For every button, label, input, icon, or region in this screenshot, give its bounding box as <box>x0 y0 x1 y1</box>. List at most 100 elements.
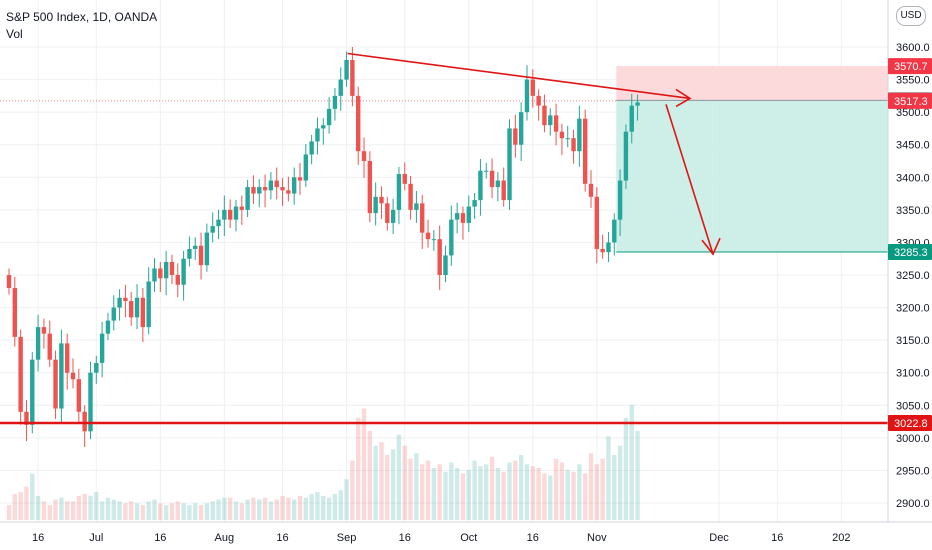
candle-body <box>443 255 448 275</box>
volume-bar <box>105 497 111 520</box>
candle-body <box>187 248 192 259</box>
volume-bar <box>262 497 268 520</box>
price-axis[interactable]: 2900.0 2950.0 3000.0 3050.0 3100.0 3150.0 3200… <box>887 0 930 522</box>
volume-bar <box>582 473 588 520</box>
volume-bar <box>361 408 367 520</box>
time-tick-label: Dec <box>709 532 729 544</box>
volume-bar <box>309 494 314 520</box>
volume-bar <box>140 505 146 520</box>
candle-body <box>239 206 244 210</box>
candle-body <box>53 359 58 409</box>
price-tick-label: 3250.0 <box>896 270 930 282</box>
candle-body <box>635 102 640 106</box>
candle-body <box>600 248 605 253</box>
candle-body <box>70 372 76 380</box>
volume-bar <box>542 473 547 520</box>
candle-body <box>507 128 512 201</box>
volume-bar <box>303 497 309 520</box>
candle-body <box>484 170 489 172</box>
volume-bar <box>501 471 506 520</box>
candle-body <box>163 261 169 279</box>
candle-body <box>361 151 367 161</box>
volume-bar <box>274 499 279 520</box>
candle-body <box>152 268 157 282</box>
time-tick-label: 202 <box>832 532 850 544</box>
candle-body <box>466 206 471 223</box>
candle-body <box>123 297 128 302</box>
candle-body <box>612 219 617 243</box>
candle-body <box>617 180 623 220</box>
candle-body <box>594 196 600 249</box>
candle-body <box>76 379 82 412</box>
volume-bar <box>245 499 250 520</box>
price-tick-label: 3600.0 <box>896 42 930 54</box>
candle-body <box>140 297 146 328</box>
volume-bar <box>431 468 437 520</box>
candle-body <box>169 261 175 275</box>
price-tick-label: 3000.0 <box>896 433 930 445</box>
candle-body <box>460 213 466 223</box>
candle-body <box>338 79 343 96</box>
volume-bar <box>35 495 41 520</box>
candle-body <box>210 226 215 233</box>
volume-bar <box>30 473 35 520</box>
time-axis[interactable]: 16 Jul 16 Aug 16 Sep 16 Oct 16 Nov Dec 16 202 <box>0 521 932 544</box>
time-tick-label: Aug <box>215 532 235 544</box>
price-tick-label: 3550.0 <box>896 75 930 87</box>
target-arrowhead <box>701 237 721 256</box>
candle-body <box>245 187 250 210</box>
stop-zone <box>616 66 888 101</box>
volume-bar <box>65 501 70 520</box>
price-tick-label: 3400.0 <box>896 172 930 184</box>
volume-bar <box>76 495 82 520</box>
currency-button[interactable]: USD <box>896 6 926 26</box>
candle-body <box>262 187 268 191</box>
candle-body <box>274 180 279 188</box>
volume-bar <box>326 497 332 520</box>
candle-body <box>385 203 390 223</box>
candle-body <box>367 161 373 214</box>
candlesticks <box>6 47 640 447</box>
volume-bar <box>94 492 99 520</box>
volume-bar <box>484 464 489 520</box>
volume-bar <box>315 492 320 520</box>
volume-bar <box>472 460 477 520</box>
volume-bar <box>268 501 274 520</box>
volume-bar <box>390 449 396 520</box>
time-tick-label: 16 <box>276 532 288 544</box>
volume-bar <box>146 501 151 520</box>
candle-body <box>105 320 111 334</box>
candle-body <box>251 187 256 194</box>
candle-body <box>582 118 588 184</box>
volume-bar <box>606 436 611 520</box>
volume-bar <box>41 501 47 520</box>
candle-body <box>373 196 378 214</box>
volume-bar <box>530 466 535 520</box>
volume-bar <box>612 455 617 520</box>
volume-bar <box>18 492 23 520</box>
price-tick-label: 2950.0 <box>896 465 930 477</box>
candle-body <box>88 372 93 432</box>
volume-bar <box>210 501 215 520</box>
volume-bar <box>239 503 244 520</box>
price-tick-label: 3350.0 <box>896 205 930 217</box>
candle-body <box>291 177 297 194</box>
volume-bar <box>443 471 448 520</box>
volume-bar <box>356 417 361 520</box>
price-badge-close <box>888 92 932 109</box>
price-badge-target <box>888 244 932 261</box>
candle-body <box>344 60 349 80</box>
candle-body <box>332 95 338 109</box>
price-badge-text: 3570.7 <box>894 61 928 73</box>
time-tick-label: 16 <box>154 532 166 544</box>
candle-body <box>146 281 151 328</box>
candle-body <box>193 245 198 249</box>
volume-indicator-label[interactable]: Vol <box>6 27 23 41</box>
volume-bar <box>117 501 122 520</box>
candle-body <box>99 333 105 363</box>
candle-body <box>379 196 384 204</box>
price-tick-label: 3150.0 <box>896 335 930 347</box>
volume-bar <box>513 460 518 520</box>
volume-bar <box>82 494 87 520</box>
